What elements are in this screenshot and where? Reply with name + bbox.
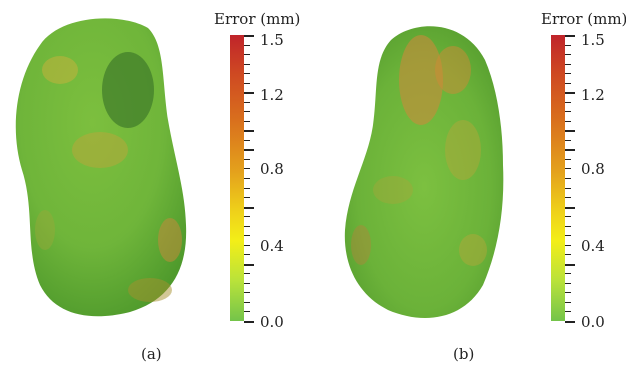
colorbar-tick	[244, 264, 254, 266]
colorbar-tick	[244, 188, 250, 189]
colorbar-tick	[244, 92, 254, 94]
colorbar-tick	[565, 45, 571, 46]
colorbar-tick	[565, 273, 571, 274]
panel-a: Error (mm) 1.5 1.2 0.8 0.4 0.0 (a)	[15, 10, 301, 363]
colorbar-a	[230, 35, 244, 321]
colorbar-tick	[244, 197, 250, 198]
tick-label-b-1-2: 1.2	[581, 86, 605, 104]
bone-shape-b	[344, 26, 504, 318]
colorbar-tick	[244, 35, 254, 37]
colorbar-tick	[565, 311, 571, 312]
colorbar-tick	[244, 216, 250, 217]
colorbar-tick	[244, 73, 250, 74]
colorbar-tick	[565, 188, 571, 189]
colorbar-tick	[565, 254, 571, 255]
colorbar-tick	[565, 283, 571, 284]
colorbar-tick	[565, 121, 571, 122]
colorbar-tick	[565, 245, 571, 246]
colorbar-tick	[565, 111, 571, 112]
colorbar-tick	[565, 197, 571, 198]
colorbar-tick	[244, 273, 250, 274]
panel-b: Error (mm) 1.5 1.2 0.8 0.4 0.0 (b)	[313, 0, 626, 371]
tick-label-b-0-8: 0.8	[581, 160, 605, 178]
colorbar-tick	[244, 226, 250, 227]
colorbar-tick	[244, 45, 250, 46]
tick-label-b-1-5: 1.5	[581, 31, 605, 49]
tick-label-a-1-2: 1.2	[260, 86, 284, 104]
colorbar-tick	[565, 226, 571, 227]
colorbar-ticks-a	[244, 35, 256, 323]
tick-label-b-0-4: 0.4	[581, 237, 605, 255]
colorbar-tick	[565, 178, 571, 179]
colorbar-tick	[244, 130, 254, 132]
colorbar-tick	[565, 64, 571, 65]
colorbar-tick	[565, 73, 571, 74]
colorbar-tick	[244, 245, 250, 246]
colorbar-tick	[565, 54, 571, 55]
colorbar-tick	[244, 168, 250, 169]
colorbar-tick	[244, 321, 254, 323]
colorbar-tick	[244, 54, 250, 55]
colorbar-tick	[244, 302, 250, 303]
caption-b: (b)	[453, 345, 475, 363]
colorbar-tick	[244, 254, 250, 255]
colorbar-tick	[565, 159, 571, 160]
colorbar-tick	[565, 140, 571, 141]
colorbar-tick	[565, 321, 575, 323]
bone-surface-map-a	[15, 18, 187, 317]
colorbar-tick	[244, 111, 250, 112]
colorbar-tick	[244, 159, 250, 160]
caption-a: (a)	[141, 345, 162, 363]
colorbar-tick	[244, 283, 250, 284]
colorbar-tick	[565, 130, 575, 132]
colorbar-tick	[565, 83, 571, 84]
colorbar-title-a: Error (mm)	[214, 10, 301, 28]
colorbar-tick	[244, 102, 250, 103]
colorbar-tick	[244, 292, 250, 293]
colorbar-tick	[244, 140, 250, 141]
colorbar-tick	[244, 207, 254, 209]
colorbar-tick	[565, 92, 575, 94]
colorbar-title-b: Error (mm)	[541, 10, 626, 28]
colorbar-tick	[565, 102, 571, 103]
colorbar-tick	[565, 207, 575, 209]
colorbar-tick	[244, 311, 250, 312]
colorbar-tick	[244, 121, 250, 122]
bone-surface-map-b	[344, 26, 504, 318]
colorbar-tick	[565, 235, 571, 236]
colorbar-b	[551, 35, 565, 321]
colorbar-tick	[565, 292, 571, 293]
colorbar-ticks-b	[565, 35, 577, 323]
tick-label-a-0-4: 0.4	[260, 237, 284, 255]
colorbar-tick	[565, 302, 571, 303]
tick-label-b-0-0: 0.0	[581, 313, 605, 331]
colorbar-tick	[244, 64, 250, 65]
tick-label-a-1-5: 1.5	[260, 31, 284, 49]
tick-label-a-0-0: 0.0	[260, 313, 284, 331]
colorbar-tick	[244, 83, 250, 84]
colorbar-tick	[565, 168, 571, 169]
colorbar-tick	[565, 35, 575, 37]
colorbar-tick	[565, 264, 575, 266]
colorbar-tick	[565, 216, 571, 217]
colorbar-tick	[244, 235, 250, 236]
tick-label-a-0-8: 0.8	[260, 160, 284, 178]
colorbar-tick	[244, 149, 254, 151]
colorbar-tick	[244, 178, 250, 179]
colorbar-tick	[565, 149, 575, 151]
